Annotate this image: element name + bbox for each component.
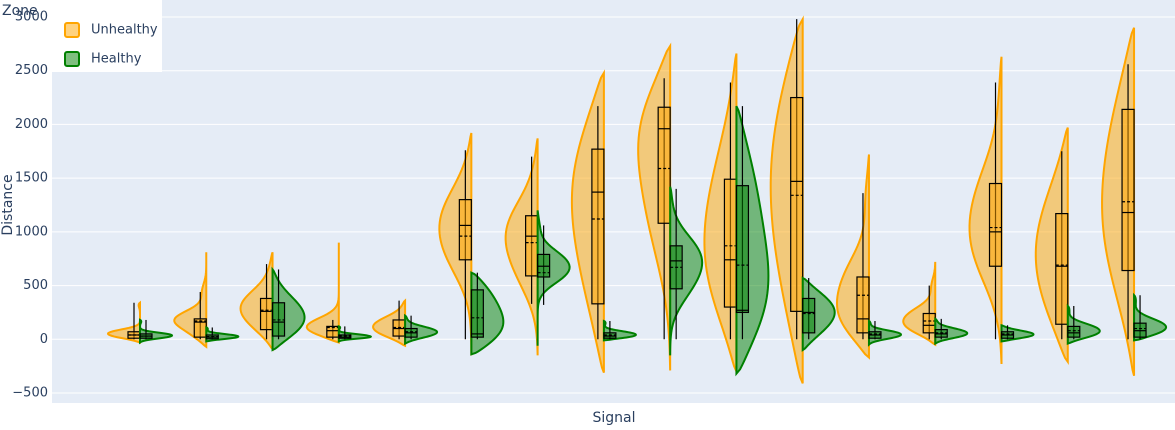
x-axis-title: Signal — [592, 410, 635, 426]
y-tick-label: 2500 — [15, 63, 48, 78]
legend-title: Zone — [2, 3, 38, 19]
box — [525, 215, 539, 277]
y-tick-label: 3000 — [15, 10, 48, 25]
legend-box — [0, 0, 162, 72]
box — [856, 276, 870, 334]
legend-label: Healthy — [91, 52, 142, 67]
box — [591, 148, 605, 305]
violin — [968, 56, 1003, 365]
box — [657, 106, 671, 224]
box — [988, 182, 1003, 267]
box — [470, 289, 484, 338]
y-tick-label: 1500 — [15, 171, 48, 186]
violin — [438, 132, 473, 356]
y-tick-label: 2000 — [15, 117, 48, 132]
box — [723, 178, 738, 308]
box — [802, 297, 816, 334]
box — [790, 96, 804, 312]
violin — [536, 210, 571, 346]
box — [1067, 325, 1081, 338]
y-tick-label: 0 — [40, 332, 48, 347]
legend-label: Unhealthy — [91, 23, 158, 38]
box — [458, 199, 472, 261]
y-tick-label: 500 — [23, 278, 48, 293]
legend-swatch — [64, 51, 80, 67]
box — [922, 312, 936, 334]
violin — [669, 186, 704, 356]
box — [735, 185, 750, 314]
y-tick-label: −500 — [12, 386, 48, 401]
plot-area — [52, 0, 1175, 403]
box — [1121, 108, 1135, 272]
y-tick-label: 1000 — [15, 224, 48, 239]
box — [259, 297, 274, 331]
legend-swatch — [64, 22, 80, 38]
y-axis-title: Distance — [0, 174, 16, 235]
box — [1055, 212, 1069, 325]
violin — [305, 242, 340, 344]
